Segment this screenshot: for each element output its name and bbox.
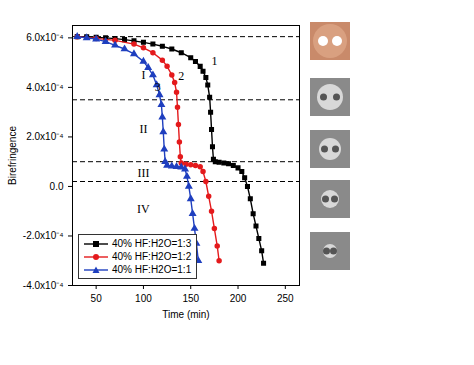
svg-text:-4.0x10⁻⁴: -4.0x10⁻⁴	[23, 280, 64, 291]
html-text:40% HF:H2O=1:3: 40% HF:H2O=1:3	[112, 238, 192, 249]
svg-text:4.0x10⁻⁴: 4.0x10⁻⁴	[26, 82, 63, 93]
html-text:40% HF:H2O=1:1: 40% HF:H2O=1:1	[112, 264, 192, 275]
svg-text:I: I	[141, 68, 145, 82]
svg-text:-2.0x10⁻⁴: -2.0x10⁻⁴	[23, 230, 64, 241]
svg-text:Birefringence: Birefringence	[7, 126, 18, 185]
svg-text:0.0: 0.0	[50, 181, 64, 192]
svg-text:100: 100	[135, 293, 152, 304]
svg-text:III: III	[137, 166, 149, 180]
svg-text:250: 250	[277, 293, 294, 304]
html-text:40% HF:H2O=1:2: 40% HF:H2O=1:2	[112, 251, 192, 262]
svg-text:200: 200	[230, 293, 247, 304]
svg-text:2.0x10⁻⁴: 2.0x10⁻⁴	[26, 131, 63, 142]
svg-text:150: 150	[182, 293, 199, 304]
svg-text:IV: IV	[137, 202, 150, 216]
svg-text:3: 3	[155, 80, 161, 94]
svg-text:Time (min): Time (min)	[162, 309, 209, 320]
svg-text:II: II	[139, 122, 147, 136]
svg-text:50: 50	[91, 293, 103, 304]
svg-text:2: 2	[178, 69, 184, 83]
svg-text:1: 1	[211, 54, 217, 68]
svg-text:6.0x10⁻⁴: 6.0x10⁻⁴	[26, 32, 63, 43]
